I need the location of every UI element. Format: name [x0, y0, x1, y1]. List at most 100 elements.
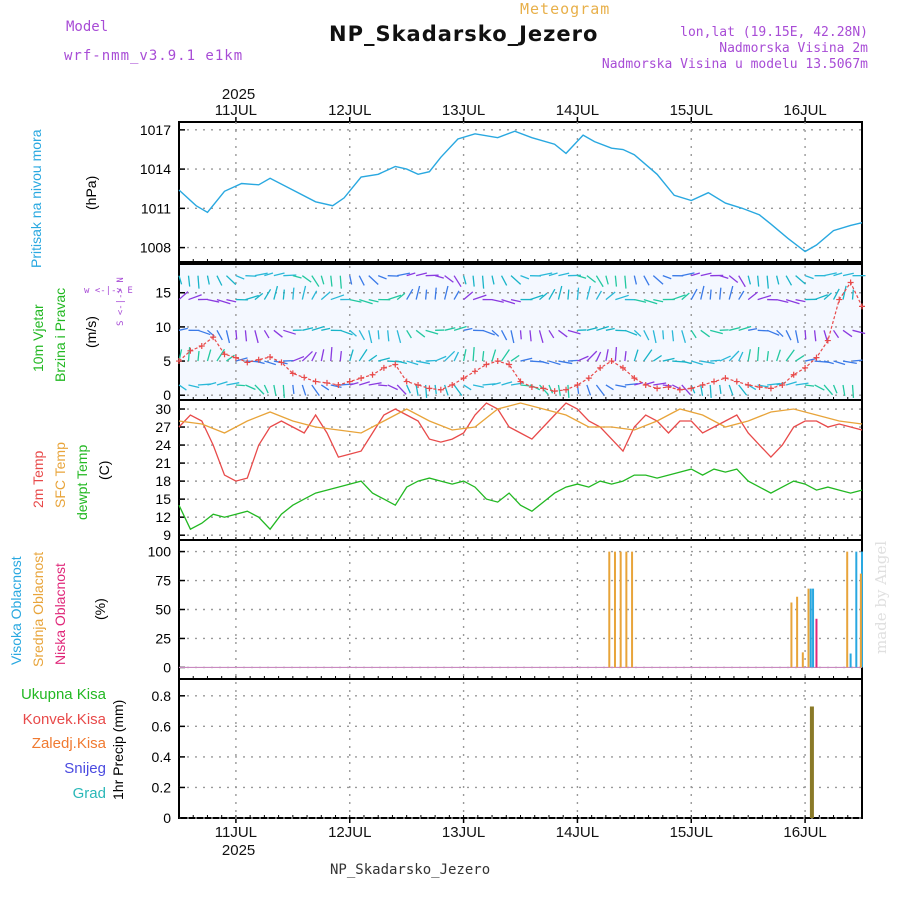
- wind-speed-marker: [426, 385, 433, 392]
- wind-arrow: [757, 347, 760, 362]
- wind-arrow: [804, 330, 807, 340]
- wind-arrow: [851, 289, 854, 300]
- wind-arrow: [301, 275, 312, 283]
- y-tick-label: 1008: [140, 240, 171, 256]
- wind-speed-marker: [813, 354, 820, 361]
- wind-arrow: [254, 330, 259, 344]
- wind-arrow: [311, 275, 320, 287]
- wind-speed-marker: [471, 368, 478, 375]
- wind-arrow: [842, 360, 857, 364]
- wind-arrow: [406, 384, 411, 394]
- wind-speed-marker: [403, 378, 410, 385]
- wind-arrow: [748, 327, 758, 331]
- wind-speed-marker: [380, 364, 387, 371]
- y-tick-label: 21: [155, 455, 171, 471]
- wind-arrow: [738, 290, 745, 300]
- wind-arrow: [558, 329, 568, 338]
- wind-arrow: [216, 298, 231, 305]
- wind-arrow: [539, 272, 553, 277]
- wind-arrow: [481, 275, 485, 289]
- wind-arrow: [624, 383, 638, 386]
- wind-arrow: [747, 384, 757, 391]
- wind-arrow: [548, 272, 558, 277]
- wind-speed-marker: [756, 384, 763, 391]
- wind-arrow: [728, 285, 734, 300]
- wind-arrow: [406, 288, 414, 300]
- wind-arrow: [207, 298, 220, 303]
- wind-arrow: [738, 351, 744, 362]
- wind-arrow: [273, 384, 277, 396]
- wind-arrow: [424, 289, 428, 300]
- day-label-bottom: 14JUL: [556, 824, 599, 841]
- wind-speed-marker: [312, 378, 319, 385]
- wind-arrow: [320, 291, 331, 301]
- wind-arrow: [738, 275, 746, 288]
- wind-arrow: [710, 329, 723, 335]
- wind-arrow: [795, 275, 806, 285]
- wind-arrow: [775, 275, 780, 285]
- wind-arrow: [510, 354, 520, 362]
- wind-arrow: [529, 294, 544, 301]
- wind-speed-marker: [551, 388, 558, 395]
- wind-speed-marker: [847, 279, 854, 286]
- wind-arrow: [330, 275, 333, 287]
- panel-frame-4: [178, 678, 863, 819]
- station-title: NP_Skadarsko_Jezero: [329, 22, 599, 46]
- wind-arrow: [851, 384, 855, 398]
- wind-speed-marker: [289, 370, 296, 377]
- day-label-top: 11JUL: [215, 102, 257, 119]
- wind-arrow: [643, 330, 650, 341]
- wind-arrow: [842, 285, 847, 300]
- wind-arrow: [216, 275, 223, 286]
- wind-arrow: [586, 350, 598, 362]
- wind-speed-marker: [210, 334, 217, 341]
- wind-arrow: [671, 384, 683, 391]
- temp-sfc-line: [178, 402, 863, 434]
- wind-speed-marker: [767, 385, 774, 392]
- wind-arrow: [576, 287, 580, 300]
- wind-arrow: [282, 384, 285, 398]
- wind-arrow: [226, 354, 235, 362]
- wind-arrow: [453, 290, 460, 300]
- wind-arrow: [776, 329, 784, 338]
- wind-speed-marker: [301, 374, 308, 381]
- wind-arrow: [690, 288, 698, 300]
- wind-arrow: [690, 329, 697, 339]
- wind-arrow: [187, 347, 191, 362]
- wind-speed-marker: [836, 296, 843, 303]
- wind-arrow: [671, 330, 675, 342]
- precip-legend-total: Ukupna Kisa: [20, 686, 106, 703]
- wind-arrow: [443, 384, 449, 396]
- wind-arrow: [245, 275, 257, 277]
- wind-arrow: [377, 275, 387, 280]
- wind-arrow: [529, 330, 532, 342]
- y-tick-label: 12: [155, 509, 171, 525]
- wind-arrow: [453, 351, 460, 362]
- wind-arrow: [235, 330, 238, 340]
- wind-arrow: [292, 355, 305, 362]
- wind-arrow: [700, 329, 711, 338]
- wind-arrow: [491, 349, 497, 362]
- wind-arrow: [415, 384, 419, 396]
- wind-arrow: [805, 384, 815, 387]
- wind-arrow: [586, 327, 598, 331]
- wind-arrow: [264, 272, 274, 277]
- wind-arrow: [738, 384, 748, 396]
- footer-station: NP_Skadarsko_Jezero: [330, 862, 491, 878]
- wind-arrow: [302, 327, 314, 331]
- wind-arrow: [823, 360, 834, 365]
- wind-arrow: [520, 357, 533, 362]
- wind-arrow: [681, 384, 691, 396]
- wind-arrow: [416, 360, 431, 365]
- wind-arrow: [719, 275, 729, 279]
- wind-arrow: [245, 384, 256, 391]
- wind-arrow: [197, 329, 211, 336]
- wind-arrow: [586, 275, 596, 283]
- wind-arrow: [500, 275, 508, 286]
- wind-arrow: [567, 329, 581, 335]
- wind-arrow: [757, 275, 760, 287]
- wind-arrow: [311, 290, 318, 300]
- wind-arrow: [244, 330, 248, 342]
- wind-speed-marker: [608, 358, 615, 365]
- y-tick-label: 0.8: [152, 688, 172, 704]
